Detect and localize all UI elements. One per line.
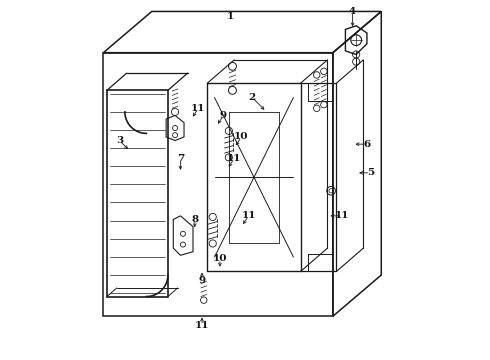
- Text: 3: 3: [116, 136, 123, 145]
- Text: 11: 11: [191, 104, 206, 113]
- Text: 9: 9: [198, 276, 205, 285]
- Text: 1: 1: [227, 12, 234, 21]
- Text: 11: 11: [227, 154, 242, 163]
- Text: 10: 10: [234, 132, 248, 141]
- Text: 11: 11: [335, 211, 349, 220]
- Text: 10: 10: [213, 255, 227, 264]
- Text: 11: 11: [195, 321, 209, 330]
- Text: 6: 6: [363, 140, 370, 149]
- Text: 4: 4: [349, 7, 356, 16]
- Text: 8: 8: [191, 215, 198, 224]
- Text: 7: 7: [177, 154, 184, 163]
- Text: 9: 9: [220, 111, 227, 120]
- Text: 11: 11: [242, 211, 256, 220]
- Text: 2: 2: [248, 93, 256, 102]
- Text: 5: 5: [367, 168, 374, 177]
